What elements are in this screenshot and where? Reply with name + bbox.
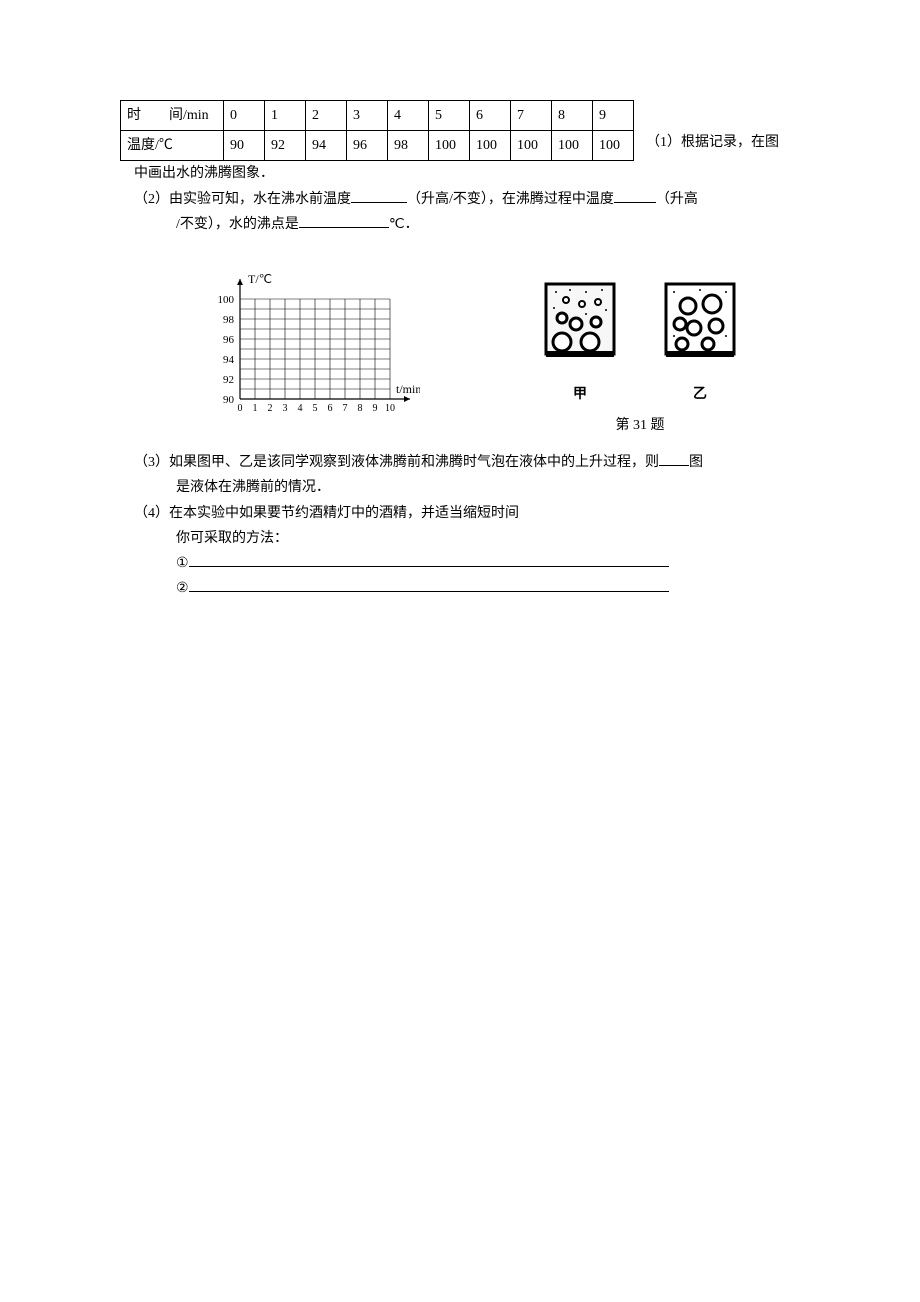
cell: 7 — [511, 101, 552, 131]
blank-line[interactable] — [189, 552, 669, 567]
q4-opt2: ② — [176, 576, 800, 601]
beaker-group: 甲 乙 第 31 题 — [540, 278, 740, 439]
svg-text:4: 4 — [298, 403, 303, 414]
svg-text:9: 9 — [373, 403, 378, 414]
q4-marker: ② — [176, 581, 189, 596]
cell: 96 — [347, 131, 388, 161]
q3-line2: 是液体在沸腾前的情况． — [176, 475, 800, 500]
cell: 3 — [347, 101, 388, 131]
q1-cont: 中画出水的沸腾图象． — [134, 161, 800, 186]
blank-field[interactable] — [614, 188, 656, 203]
blank-field[interactable] — [659, 451, 689, 466]
q2-text: （2）由实验可知，水在沸水前温度 — [134, 192, 351, 207]
q4-line1: （4）在本实验中如果要节约酒精灯中的酒精，并适当缩短时间 — [134, 501, 800, 526]
cell: 92 — [265, 131, 306, 161]
chart-svg: 90 92 94 96 98 100 0123456789 10 T/℃ t/min — [200, 249, 420, 429]
cell: 100 — [470, 131, 511, 161]
diagram-row: 90 92 94 96 98 100 0123456789 10 T/℃ t/min — [200, 249, 800, 438]
table-and-q1-row: 时 间/min 0 1 2 3 4 5 6 7 8 9 温度/℃ 90 92 9… — [120, 100, 800, 161]
svg-text:0: 0 — [238, 403, 243, 414]
cell: 100 — [552, 131, 593, 161]
q3-text: （3）如果图甲、乙是该同学观察到液体沸腾前和沸腾时气泡在液体中的上升过程，则 — [134, 455, 659, 470]
q2-line1: （2）由实验可知，水在沸水前温度 （升高/不变），在沸腾过程中温度 （升高 — [134, 187, 800, 212]
svg-text:94: 94 — [223, 354, 235, 366]
svg-text:1: 1 — [253, 403, 258, 414]
svg-text:8: 8 — [358, 403, 363, 414]
svg-text:t/min: t/min — [396, 382, 420, 396]
q4-marker: ① — [176, 556, 189, 571]
q2-text: （升高 — [656, 192, 698, 207]
cell: 100 — [593, 131, 634, 161]
blank-line[interactable] — [189, 577, 669, 592]
cell: 98 — [388, 131, 429, 161]
cell: 2 — [306, 101, 347, 131]
svg-text:92: 92 — [223, 374, 234, 386]
figure-caption: 第 31 题 — [540, 413, 740, 438]
cell: 90 — [224, 131, 265, 161]
cell: 94 — [306, 131, 347, 161]
svg-text:3: 3 — [283, 403, 288, 414]
beaker-right-label: 乙 — [660, 382, 740, 407]
beaker-right-svg — [660, 278, 740, 373]
cell: 100 — [511, 131, 552, 161]
svg-text:100: 100 — [218, 294, 235, 306]
temperature-chart: 90 92 94 96 98 100 0123456789 10 T/℃ t/min — [200, 249, 420, 438]
svg-text:5: 5 — [313, 403, 318, 414]
svg-text:10: 10 — [385, 403, 395, 414]
cell: 8 — [552, 101, 593, 131]
beaker-left: 甲 — [540, 278, 620, 407]
q3-text: 图 — [689, 455, 703, 470]
cell: 4 — [388, 101, 429, 131]
cell: 100 — [429, 131, 470, 161]
blank-field[interactable] — [351, 188, 407, 203]
q2-line2: /不变），水的沸点是 ℃． — [176, 212, 800, 237]
cell: 5 — [429, 101, 470, 131]
q1-prefix: （1）根据记录，在图 — [646, 100, 779, 155]
cell: 0 — [224, 101, 265, 131]
blank-field[interactable] — [299, 213, 389, 228]
svg-text:T/℃: T/℃ — [248, 272, 272, 286]
row1-header: 时 间/min — [121, 101, 224, 131]
svg-text:7: 7 — [343, 403, 348, 414]
q2-text: /不变），水的沸点是 — [176, 217, 299, 232]
svg-text:2: 2 — [268, 403, 273, 414]
svg-text:6: 6 — [328, 403, 333, 414]
row2-header: 温度/℃ — [121, 131, 224, 161]
data-table: 时 间/min 0 1 2 3 4 5 6 7 8 9 温度/℃ 90 92 9… — [120, 100, 634, 161]
cell: 1 — [265, 101, 306, 131]
svg-text:90: 90 — [223, 394, 235, 406]
beaker-right: 乙 — [660, 278, 740, 407]
q2-text: ℃． — [389, 217, 419, 232]
table-row: 时 间/min 0 1 2 3 4 5 6 7 8 9 — [121, 101, 634, 131]
cell: 6 — [470, 101, 511, 131]
beaker-left-svg — [540, 278, 620, 373]
svg-text:96: 96 — [223, 334, 235, 346]
q3-line1: （3）如果图甲、乙是该同学观察到液体沸腾前和沸腾时气泡在液体中的上升过程，则 图 — [134, 450, 800, 475]
q4-line2: 你可采取的方法： — [176, 526, 800, 551]
table-row: 温度/℃ 90 92 94 96 98 100 100 100 100 100 — [121, 131, 634, 161]
q2-text: （升高/不变），在沸腾过程中温度 — [407, 192, 614, 207]
svg-text:98: 98 — [223, 314, 235, 326]
beaker-row: 甲 乙 — [540, 278, 740, 407]
q4-opt1: ① — [176, 551, 800, 576]
cell: 9 — [593, 101, 634, 131]
beaker-left-label: 甲 — [540, 382, 620, 407]
